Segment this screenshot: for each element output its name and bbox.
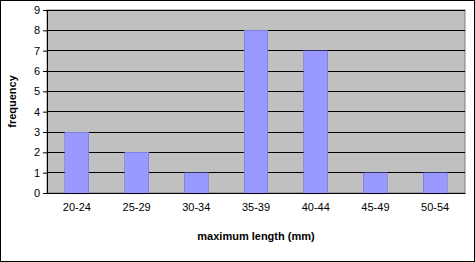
- y-tick-mark: [43, 173, 47, 174]
- y-tick: 5: [34, 85, 47, 97]
- y-tick-mark: [43, 132, 47, 133]
- x-tick-label: 25-29: [123, 201, 151, 213]
- x-tick: 50-54: [421, 193, 449, 213]
- chart-container: 0 1 2 3 4 5 6 7 8 9 20-24 25-29 30-34 35-39 40-44 45-49…: [0, 0, 475, 262]
- bar: [304, 51, 328, 193]
- y-tick: 4: [34, 106, 47, 118]
- bars: [65, 30, 447, 193]
- y-tick: 2: [34, 146, 47, 158]
- y-tick: 7: [34, 45, 47, 57]
- y-tick-mark: [43, 91, 47, 92]
- bar: [363, 173, 387, 193]
- x-tick: 40-44: [302, 193, 330, 213]
- y-tick: 8: [34, 24, 47, 36]
- x-tick: 45-49: [361, 193, 389, 213]
- bar: [423, 173, 447, 193]
- bar: [65, 132, 89, 193]
- y-axis-line: [43, 11, 48, 194]
- x-axis-line: [48, 193, 466, 194]
- chart-svg: 0 1 2 3 4 5 6 7 8 9 20-24 25-29 30-34 35-39 40-44 45-49…: [0, 0, 475, 262]
- y-tick: 9: [34, 4, 47, 16]
- grid-line: [47, 10, 465, 11]
- y-tick: 6: [34, 65, 47, 77]
- bar: [184, 173, 208, 193]
- y-tick-label: 4: [34, 106, 40, 118]
- y-tick: 0: [34, 187, 47, 199]
- y-tick-label: 9: [34, 4, 40, 16]
- x-tick: 20-24: [63, 193, 91, 213]
- x-axis-title: maximum length (mm): [197, 230, 315, 242]
- y-tick-mark: [43, 10, 47, 11]
- x-tick-label: 20-24: [63, 201, 91, 213]
- y-tick-label: 7: [34, 45, 40, 57]
- y-tick-mark: [43, 193, 47, 194]
- y-tick-mark: [43, 30, 47, 31]
- y-tick-mark: [43, 112, 47, 113]
- y-axis-title: frequency: [6, 74, 18, 127]
- bar: [125, 152, 149, 193]
- x-tick: 35-39: [242, 193, 270, 213]
- y-tick: 1: [34, 167, 47, 179]
- x-tick-label: 35-39: [242, 201, 270, 213]
- x-tick-label: 50-54: [421, 201, 449, 213]
- chart-border: [1, 1, 475, 262]
- y-tick-label: 0: [34, 187, 40, 199]
- x-tick-label: 45-49: [361, 201, 389, 213]
- grid: [47, 10, 465, 193]
- x-tick-label: 30-34: [182, 201, 210, 213]
- y-tick-label: 5: [34, 85, 40, 97]
- x-tick: 25-29: [123, 193, 151, 213]
- y-tick-label: 8: [34, 24, 40, 36]
- y-tick-mark: [43, 152, 47, 153]
- y-tick-label: 6: [34, 65, 40, 77]
- x-axis: 20-24 25-29 30-34 35-39 40-44 45-49 50-54: [48, 193, 466, 213]
- y-tick-label: 3: [34, 126, 40, 138]
- bar: [244, 30, 268, 193]
- y-tick-mark: [43, 71, 47, 72]
- y-axis: 0 1 2 3 4 5 6 7 8 9: [34, 4, 48, 199]
- y-tick-mark: [43, 51, 47, 52]
- x-tick: 30-34: [182, 193, 210, 213]
- x-tick-label: 40-44: [302, 201, 330, 213]
- plot: 0 1 2 3 4 5 6 7 8 9 20-24 25-29 30-34 35-39 40-44 45-49…: [34, 4, 466, 213]
- y-tick-label: 1: [34, 167, 40, 179]
- plot-background: [47, 10, 465, 193]
- y-tick-label: 2: [34, 146, 40, 158]
- y-tick: 3: [34, 126, 47, 138]
